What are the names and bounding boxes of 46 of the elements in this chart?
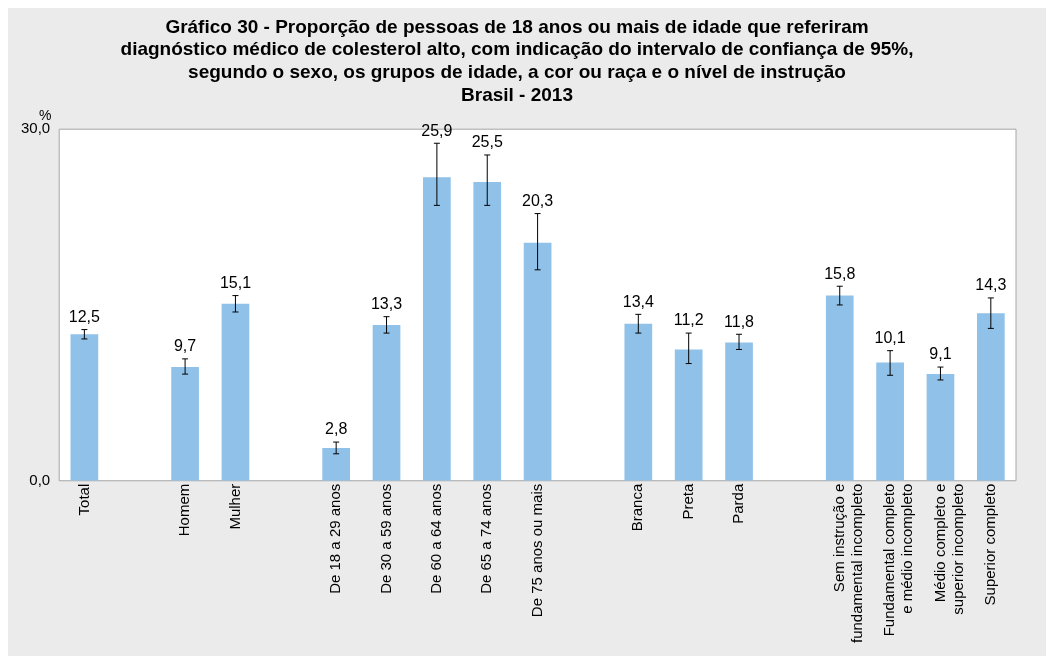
x-tick-label: Total bbox=[74, 483, 92, 516]
y-tick-label: 0,0 bbox=[29, 470, 51, 488]
bar bbox=[976, 313, 1005, 481]
x-tick-label: Parda bbox=[729, 483, 747, 524]
bar bbox=[725, 342, 753, 481]
chart-title: Gráfico 30 - Proporção de pessoas de 18 anos ou mais de idade que referiram diagnóstico médico de colesterol alto, com indicação do intervalo de confiança de 95%, segundo o sexo, os grupos de idade, a cor ou raça e o nível de instrução bbox=[120, 15, 914, 83]
x-tick-label: Preta bbox=[678, 483, 696, 520]
x-tick-label: Sem instrução e fundamental incompleto bbox=[829, 483, 865, 643]
data-label: 25,9 bbox=[421, 121, 453, 139]
x-tick-label: De 65 a 74 anos bbox=[477, 483, 495, 594]
x-tick-label: De 18 a 29 anos bbox=[326, 483, 344, 594]
data-label: 10,1 bbox=[874, 329, 906, 347]
bar bbox=[876, 362, 904, 481]
bar bbox=[674, 349, 703, 481]
x-tick-label: De 30 a 59 anos bbox=[376, 483, 394, 594]
bar bbox=[70, 334, 99, 481]
x-tick-label: Mulher bbox=[225, 483, 243, 530]
x-tick-label: Homem bbox=[175, 483, 193, 537]
data-label: 20,3 bbox=[522, 191, 554, 209]
bar bbox=[423, 177, 451, 481]
bar bbox=[825, 295, 854, 481]
data-label: 15,1 bbox=[219, 274, 252, 291]
bar bbox=[624, 323, 653, 481]
bar bbox=[372, 324, 401, 481]
bar bbox=[473, 181, 502, 481]
bar bbox=[171, 367, 199, 481]
data-label: 11,8 bbox=[724, 312, 755, 330]
data-label: 9,1 bbox=[929, 345, 952, 363]
data-label: 9,7 bbox=[173, 337, 197, 355]
data-label: 13,3 bbox=[370, 295, 403, 313]
data-label: 13,4 bbox=[622, 292, 654, 310]
data-label: 12,5 bbox=[68, 307, 101, 325]
x-tick-label: Superior completo bbox=[980, 483, 998, 606]
data-label: 14,3 bbox=[975, 276, 1007, 294]
x-tick-label: De 60 a 64 anos bbox=[427, 483, 445, 594]
data-label: 25,5 bbox=[471, 133, 503, 151]
bar bbox=[322, 447, 351, 481]
data-label: 11,2 bbox=[673, 311, 704, 329]
bar bbox=[221, 303, 250, 481]
x-tick-label: De 75 anos ou mais bbox=[527, 483, 545, 618]
data-label: 2,8 bbox=[325, 420, 348, 438]
bar bbox=[926, 374, 955, 481]
chart-subtitle: Brasil - 2013 bbox=[461, 84, 573, 106]
bar bbox=[523, 242, 552, 481]
data-label: 15,8 bbox=[824, 264, 856, 282]
x-tick-label: Branca bbox=[628, 483, 646, 532]
